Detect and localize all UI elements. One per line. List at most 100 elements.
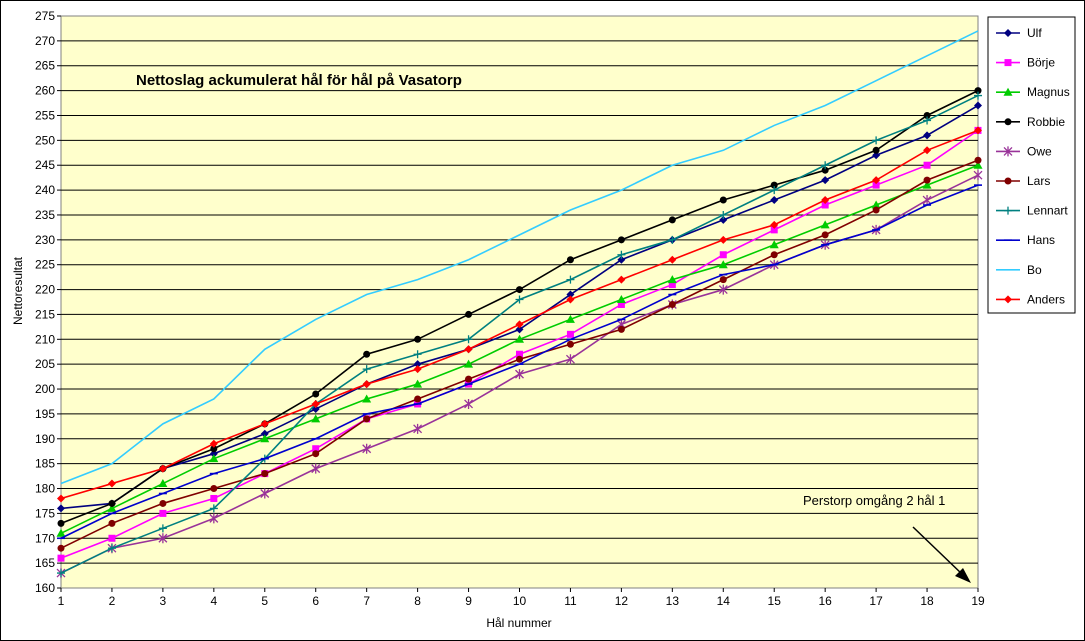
data-point [312,450,320,458]
data-point [516,286,523,294]
data-point [260,488,270,499]
data-point [565,354,575,365]
data-point [108,499,116,507]
data-point [57,504,65,513]
y-tick-label: 210 [35,332,55,346]
data-point [158,479,168,488]
data-point [973,160,983,169]
data-point [719,235,728,244]
data-point [107,544,116,553]
legend-label: Lars [1027,174,1050,188]
data-point [719,276,727,284]
x-tick-label: 13 [666,594,680,608]
x-tick-label: 14 [717,594,731,608]
data-point [566,295,575,304]
data-point [209,513,219,524]
x-tick-label: 9 [465,594,472,608]
legend-label: Bo [1027,263,1042,277]
data-point [871,200,881,209]
x-tick-label: 3 [160,594,167,608]
data-point [821,161,830,170]
data-point [363,350,371,358]
data-point [770,226,778,234]
y-tick-label: 195 [35,407,55,421]
data-point [464,335,473,344]
legend-item-hans: Hans [996,233,1055,247]
data-point [107,503,117,512]
data-point [414,395,422,403]
data-point [362,394,372,403]
data-point [108,519,116,527]
data-point [770,196,779,205]
data-point [413,350,422,359]
legend-items: Ulf Börje Magnus Robbie Owe Lars Lennart Hans Bo… [996,26,1070,306]
data-point [57,544,65,552]
legend-item-owe: Owe [996,144,1052,158]
data-point [363,415,371,423]
series-lars [57,156,982,552]
data-point [923,176,931,184]
data-point [57,554,65,562]
data-point [158,524,167,533]
x-tick-label: 19 [971,594,985,608]
data-point [159,499,167,507]
legend-item-bo: Bo [996,263,1042,277]
series-lennart [57,91,982,578]
data-point [872,136,881,145]
legend-label: Ulf [1027,26,1042,40]
data-point [56,528,66,537]
x-tick-label: 18 [920,594,934,608]
legend-marker [1004,206,1012,215]
data-point [209,439,218,448]
data-point [668,235,677,244]
legend-label: Lennart [1027,204,1068,218]
data-point [719,210,728,219]
chart-title: Nettoslag ackumulerat hål för hål på Vas… [136,72,462,89]
data-point [362,443,372,454]
data-point [668,281,676,289]
y-axis-ticks: 160 165 170 175 180 185 190 195 200 205 210 215 220 2… [35,9,61,595]
legend-box [987,16,1076,314]
data-point [770,186,779,195]
data-point [566,275,575,284]
series-anders [57,126,982,503]
data-point [464,345,473,354]
y-tick-label: 190 [35,432,55,446]
data-point [719,215,728,224]
series-group [56,30,983,579]
data-point [922,180,932,189]
data-point [209,504,218,513]
data-point [770,251,778,259]
data-point [668,300,676,308]
data-point [923,131,932,140]
data-point [973,170,983,181]
data-point [516,350,523,358]
data-point [821,196,830,205]
data-point [923,116,932,125]
data-point [312,390,320,398]
y-tick-label: 180 [35,482,55,496]
x-axis-title: Hål nummer [486,616,551,630]
data-point [718,284,728,295]
legend-item-b-rje: Börje [996,56,1055,70]
legend-marker [1003,87,1013,96]
data-point [923,161,931,169]
x-tick-label: 2 [109,594,116,608]
data-point [362,365,371,374]
y-axis-title: Nettoresultat [11,256,25,325]
data-point [362,380,371,389]
x-tick-label: 11 [564,594,577,608]
data-point [719,251,727,259]
legend-marker [1004,59,1012,67]
data-point [515,320,524,329]
y-tick-label: 245 [35,158,55,172]
y-tick-label: 255 [35,108,55,122]
data-point [57,519,65,527]
y-tick-label: 235 [35,208,55,222]
data-point [974,101,982,110]
data-point [566,290,575,299]
data-point [565,314,575,323]
data-point [719,196,727,204]
